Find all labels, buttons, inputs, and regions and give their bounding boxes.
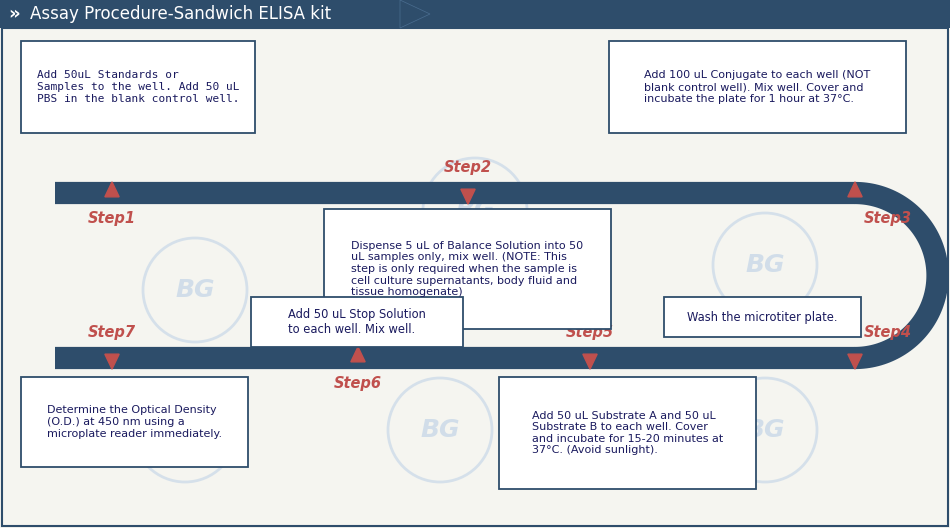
Text: BG: BG (420, 418, 460, 442)
Polygon shape (400, 0, 430, 28)
FancyBboxPatch shape (21, 41, 255, 133)
Text: Step7: Step7 (88, 325, 136, 340)
FancyBboxPatch shape (499, 377, 756, 489)
FancyBboxPatch shape (251, 297, 463, 347)
FancyBboxPatch shape (324, 209, 611, 329)
Text: Add 100 uL Conjugate to each well (NOT
blank control well). Mix well. Cover and
: Add 100 uL Conjugate to each well (NOT b… (644, 70, 870, 103)
Polygon shape (847, 182, 863, 197)
Bar (0, 0, 950, 28)
Text: Step5: Step5 (566, 325, 614, 340)
Text: Assay Procedure-Sandwich ELISA kit: Assay Procedure-Sandwich ELISA kit (30, 5, 332, 23)
Text: Add 50 uL Substrate A and 50 uL
Substrate B to each well. Cover
and incubate for: Add 50 uL Substrate A and 50 uL Substrat… (532, 411, 723, 455)
FancyBboxPatch shape (609, 41, 906, 133)
FancyBboxPatch shape (21, 377, 248, 467)
Polygon shape (583, 354, 598, 369)
Text: Wash the microtiter plate.: Wash the microtiter plate. (687, 310, 838, 324)
Polygon shape (104, 354, 119, 369)
Text: Step2: Step2 (444, 160, 492, 175)
Text: BG: BG (455, 198, 495, 222)
Text: Step4: Step4 (864, 325, 912, 340)
FancyBboxPatch shape (664, 297, 861, 337)
Text: Add 50uL Standards or
Samples to the well. Add 50 uL
PBS in the blank control we: Add 50uL Standards or Samples to the wel… (37, 70, 239, 103)
Polygon shape (461, 189, 475, 204)
Text: »: » (8, 5, 20, 23)
Text: BG: BG (745, 418, 785, 442)
Text: Step1: Step1 (88, 211, 136, 226)
Text: Determine the Optical Density
(O.D.) at 450 nm using a
microplate reader immedia: Determine the Optical Density (O.D.) at … (47, 406, 222, 439)
Text: Add 50 uL Stop Solution
to each well. Mix well.: Add 50 uL Stop Solution to each well. Mi… (288, 308, 426, 336)
Polygon shape (847, 354, 863, 369)
Text: BG: BG (745, 253, 785, 277)
Polygon shape (351, 347, 365, 362)
Polygon shape (104, 182, 119, 197)
Text: BG: BG (175, 278, 215, 302)
Text: Step3: Step3 (864, 211, 912, 226)
Text: Step6: Step6 (334, 376, 382, 391)
Text: Dispense 5 uL of Balance Solution into 50
uL samples only, mix well. (NOTE: This: Dispense 5 uL of Balance Solution into 5… (352, 241, 583, 297)
Text: BG: BG (165, 418, 205, 442)
